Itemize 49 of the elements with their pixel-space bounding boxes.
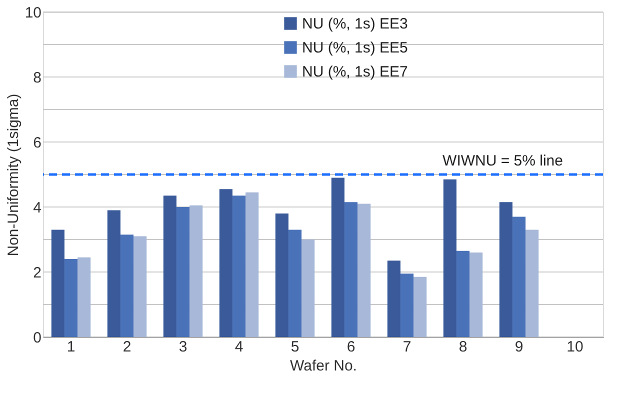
- y-tick-label: 2: [33, 264, 42, 282]
- bar: [400, 274, 414, 337]
- legend-label: NU (%, 1s) EE5: [302, 40, 408, 56]
- x-tick-label: 7: [402, 338, 412, 356]
- x-tick-label: 4: [234, 338, 244, 356]
- ref-line-label: WIWNU = 5% line: [442, 152, 563, 170]
- bar: [443, 179, 456, 337]
- bar: [176, 207, 190, 337]
- bar: [246, 192, 259, 337]
- legend-label: NU (%, 1s) EE3: [302, 16, 408, 32]
- x-tick-label: 6: [346, 338, 356, 356]
- y-axis-title: Non-Uniformity (1sigma): [4, 94, 22, 256]
- bar: [64, 259, 78, 337]
- bar: [163, 196, 176, 337]
- bar: [512, 216, 526, 337]
- bar: [456, 250, 470, 337]
- x-tick-label: 8: [458, 338, 468, 356]
- bar: [190, 205, 203, 337]
- y-tick-label: 4: [33, 200, 42, 216]
- x-tick-label: 5: [290, 338, 300, 356]
- x-tick-label: 9: [514, 338, 524, 356]
- bar: [302, 240, 315, 337]
- x-tick-label: 3: [178, 338, 188, 356]
- y-tick-label: 8: [33, 70, 42, 86]
- bar: [107, 210, 120, 337]
- bar: [499, 202, 512, 337]
- bar: [331, 178, 344, 337]
- bar: [387, 260, 400, 337]
- bar: [358, 204, 371, 337]
- y-tick-label: 6: [33, 134, 42, 152]
- bar: [134, 236, 147, 337]
- y-tick-label: 0: [33, 330, 42, 346]
- bar: [470, 252, 483, 337]
- bar: [526, 230, 539, 337]
- x-tick-label: 10: [566, 338, 584, 356]
- x-tick-label: 2: [122, 338, 132, 356]
- legend-label: NU (%, 1s) EE7: [302, 64, 408, 80]
- bar: [232, 196, 246, 337]
- bar: [219, 189, 232, 337]
- bar: [344, 202, 358, 337]
- bar: [51, 230, 64, 337]
- bar: [275, 214, 288, 337]
- y-tick-label: 10: [24, 4, 42, 22]
- bar: [78, 257, 91, 337]
- bar: [414, 276, 427, 337]
- x-tick-label: 1: [66, 338, 76, 356]
- bar: [120, 234, 134, 337]
- x-axis-title: Wafer No.: [290, 358, 357, 374]
- bar: [288, 230, 302, 337]
